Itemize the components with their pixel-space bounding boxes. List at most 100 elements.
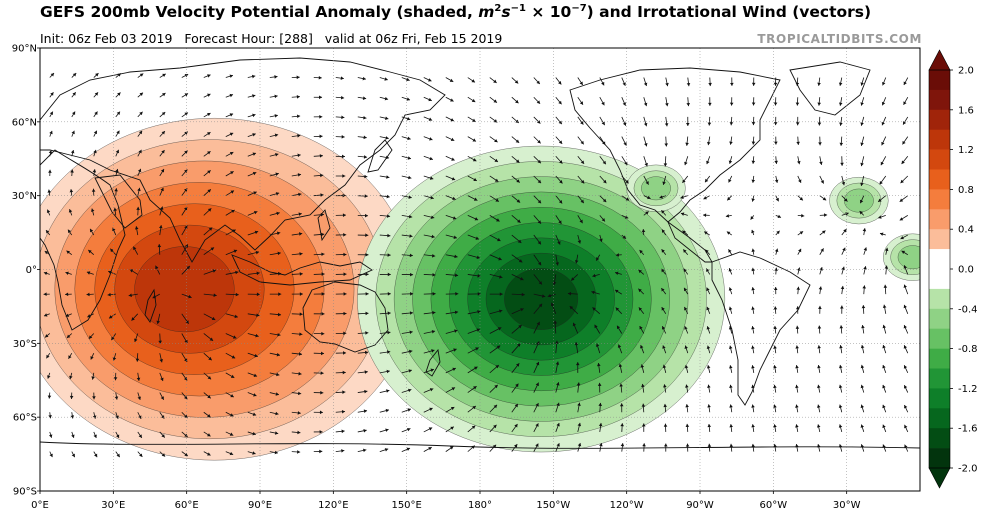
wind-vector-head [537,261,542,266]
wind-vector-head [559,160,563,164]
wind-vector-head [365,233,369,238]
wind-vector-head [729,102,734,106]
wind-vector-head [429,156,433,161]
wind-vector-head [521,292,525,297]
wind-vector-head [92,169,97,173]
wind-vector-head [574,342,579,346]
wind-vector-head [665,102,669,107]
wind-vector-head [773,404,777,408]
wind-vector-head [520,277,524,281]
wind-vector-head [625,197,630,201]
wind-vector-head [319,449,323,454]
wind-vector-head [48,434,53,438]
wind-vector-head [663,384,667,388]
wind-vector-head [296,95,300,99]
wind-vector-head [363,409,368,413]
wind-vector-head [235,292,239,297]
wind-vector-head [254,230,259,235]
wind-vector-head [409,330,413,335]
wind-vector-head [319,115,323,119]
wind-vector-head [683,268,687,273]
wind-vector-head [183,206,188,211]
wind-vector-head [569,306,574,310]
wind-vector-head [342,193,346,198]
wind-vector-head [571,277,575,281]
wind-vector-head [409,234,413,238]
wind-vector-head [364,194,368,198]
wind-vector-head [495,365,499,369]
colorbar-band [929,169,950,190]
wind-vector-head [817,365,821,369]
wind-vector-head [46,230,50,234]
wind-vector-head [474,366,478,370]
wind-vector-head [664,123,669,127]
wind-vector-head [113,207,117,211]
wind-vector-head [184,358,188,362]
wind-vector-head [725,214,730,218]
wind-vector-head [365,272,369,277]
wind-vector-head [903,304,907,309]
wind-vector-head [903,284,907,289]
wind-vector-head [773,306,778,310]
wind-vector-head [751,345,755,349]
colorbar-band [929,249,950,270]
wind-vector-head [183,376,188,381]
wind-vector-head [496,345,501,349]
wind-vector-head [796,141,800,145]
wind-vector-head [751,248,755,252]
wind-vector-head [188,294,192,299]
wind-vector-head [474,217,479,221]
wind-vector-head [773,443,777,448]
colorbar-tick-label: -0.4 [958,304,978,315]
wind-vector-head [68,355,72,359]
wind-vector-head [343,331,347,336]
wind-vector-head [473,177,477,182]
wind-vector-head [860,344,865,349]
colorbar-band [929,89,950,111]
wind-vector-head [253,393,257,397]
wind-vector-head [860,162,864,167]
wind-vector-head [773,286,778,290]
wind-vector-head [860,404,865,409]
wind-vector-head [233,249,238,253]
wind-vector-head [473,386,477,390]
wind-vector-head [817,345,821,349]
wind-vector-head [552,281,557,286]
wind-vector-head [751,326,755,330]
wind-vector-head [138,130,143,135]
wind-vector-head [817,102,821,106]
wind-vector-head [727,196,731,201]
y-tick-label: 0° [26,265,37,276]
wind-vector-head [705,249,709,254]
wind-vector-head [639,326,643,330]
wind-vector-head [71,453,75,458]
wind-vector-head [684,306,688,311]
wind-vector-head [620,423,624,427]
wind-vector-head [450,98,454,102]
wind-vector-head [229,152,234,156]
wind-vector-head [795,345,799,349]
wind-vector-head [117,73,121,77]
wind-vector-head [387,330,391,335]
wind-vector-head [580,140,584,145]
wind-vector-head [541,294,546,298]
wind-vector-head [903,265,907,269]
wind-vector-head [661,210,665,214]
wind-vector-head [598,402,603,407]
wind-vector-head [773,82,778,86]
wind-vector-head [319,95,323,100]
wind-vector-head [520,308,524,312]
x-tick-label: 90°E [248,500,272,511]
wind-vector-head [69,375,73,380]
wind-vector-head [645,181,649,185]
wind-vector-head [114,396,119,400]
wind-vector-head [185,320,189,324]
wind-vector-head [136,206,140,210]
wind-vector-head [617,344,622,348]
wind-vector-head [251,74,256,79]
colorbar-band [929,109,950,130]
wind-vector-head [161,453,166,457]
wind-vector-head [134,338,138,342]
wind-vector-head [184,244,188,248]
wind-vector-head [409,253,413,258]
